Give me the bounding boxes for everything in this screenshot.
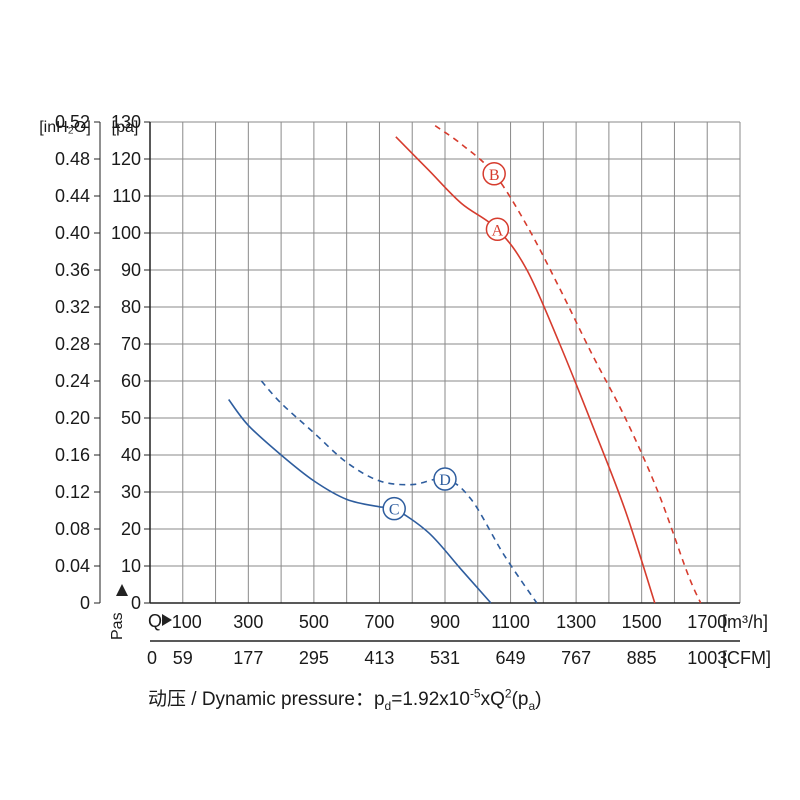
y-axis-title: Pas — [109, 612, 126, 640]
x-tick-label-m3h: 1100 — [491, 612, 530, 632]
formula-p-sub: d — [384, 698, 392, 713]
y-tick-label-inh2o: 0.20 — [55, 408, 90, 428]
y-tick-label-pa: 30 — [121, 482, 141, 502]
y-tick-label-pa: 0 — [131, 593, 141, 613]
y-tick-label-inh2o: 0.44 — [55, 186, 90, 206]
y-tick-label-pa: 20 — [121, 519, 141, 539]
y-tick-label-inh2o: 0.40 — [55, 223, 90, 243]
series-marker-c — [382, 496, 406, 521]
y-tick-label-inh2o: 0.32 — [55, 297, 90, 317]
x-unit-cfm: [CFM] — [722, 648, 771, 668]
x-tick-label-cfm: 0 — [147, 648, 157, 668]
y-unit-inh2o: [inH₂O] — [39, 119, 91, 136]
x-axis-arrow-icon — [162, 614, 172, 626]
x-axis-prefix: Q — [148, 611, 162, 631]
y-axis-arrow-icon — [116, 584, 128, 596]
formula-prefix: 动压 / Dynamic pressure： — [148, 689, 374, 710]
formula-open: (p — [511, 689, 529, 710]
formula-pa-sub: a — [528, 698, 536, 713]
x-tick-label-cfm: 531 — [430, 648, 460, 668]
x-tick-label-cfm: 885 — [627, 648, 657, 668]
series-label-a: A — [492, 222, 504, 239]
x-tick-label-cfm: 1003 — [687, 648, 727, 668]
y-tick-label-pa: 50 — [121, 408, 141, 428]
series-marker-b — [482, 162, 506, 186]
y-tick-label-inh2o: 0.04 — [55, 556, 90, 576]
y-tick-label-pa: 120 — [111, 149, 141, 169]
y-tick-label-inh2o: 0.48 — [55, 149, 90, 169]
y-unit-pa: [pa] — [112, 119, 139, 136]
x-tick-label-m3h: 300 — [233, 612, 263, 632]
formula-q-exp: 2 — [504, 686, 512, 701]
formula-exp: -5 — [469, 686, 481, 701]
series-line-d — [260, 380, 538, 604]
series-label-b: B — [489, 167, 500, 184]
y-tick-label-pa: 110 — [112, 186, 141, 206]
series-label-d: D — [439, 472, 451, 489]
series-line-b — [434, 125, 702, 604]
series-line-a — [395, 136, 656, 604]
formula-close: ) — [535, 689, 542, 710]
y-tick-label-inh2o: 0.16 — [55, 445, 90, 465]
x-tick-label-m3h: 1700 — [687, 612, 727, 632]
y-tick-label-pa: 60 — [121, 371, 141, 391]
x-unit-m3h: [m³/h] — [722, 612, 768, 632]
dynamic-pressure-formula: 动压 / Dynamic pressure：pd=1.92x10-5xQ2(pa… — [148, 684, 542, 713]
x-tick-label-m3h: 1300 — [556, 612, 596, 632]
y-tick-label-inh2o: 0.52 — [55, 112, 90, 132]
y-tick-label-inh2o: 0.24 — [55, 371, 90, 391]
y-tick-label-pa: 70 — [121, 334, 141, 354]
x-tick-label-m3h: 900 — [430, 612, 460, 632]
x-tick-label-cfm: 767 — [561, 648, 591, 668]
y-tick-label-inh2o: 0.28 — [55, 334, 90, 354]
formula-mid: =1.92x10 — [391, 689, 470, 710]
x-tick-label-cfm: 649 — [496, 648, 526, 668]
x-tick-label-m3h: 500 — [299, 612, 329, 632]
y-tick-label-inh2o: 0.36 — [55, 260, 90, 280]
y-tick-label-pa: 130 — [111, 112, 141, 132]
x-tick-label-m3h: 1500 — [622, 612, 662, 632]
y-tick-label-inh2o: 0 — [80, 593, 90, 613]
x-tick-label-cfm: 413 — [364, 648, 394, 668]
x-tick-label-cfm: 295 — [299, 648, 329, 668]
series-marker-a — [485, 217, 510, 242]
formula-xq: xQ — [480, 689, 505, 710]
series-label-c: C — [389, 502, 400, 519]
y-tick-label-pa: 40 — [121, 445, 141, 465]
series-marker-d — [433, 467, 457, 491]
series-line-c — [228, 399, 492, 604]
x-tick-label-m3h: 700 — [364, 612, 394, 632]
y-tick-label-inh2o: 0.08 — [55, 519, 90, 539]
y-tick-label-pa: 100 — [111, 223, 141, 243]
y-tick-label-pa: 90 — [121, 260, 141, 280]
y-tick-label-pa: 80 — [121, 297, 141, 317]
y-tick-label-pa: 10 — [121, 556, 141, 576]
y-tick-label-inh2o: 0.12 — [55, 482, 90, 502]
x-tick-label-m3h: 100 — [172, 612, 202, 632]
x-tick-label-cfm: 177 — [233, 648, 263, 668]
x-tick-label-cfm: 59 — [173, 648, 193, 668]
formula-p: p — [373, 689, 385, 710]
